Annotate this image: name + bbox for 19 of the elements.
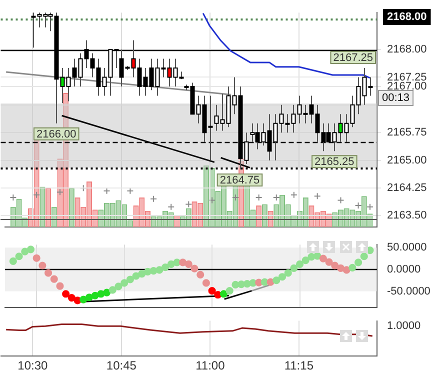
annotation: 2165.25: [314, 156, 354, 168]
x-tick-label: 10:30: [18, 358, 48, 373]
x-tick-label: 11:15: [284, 358, 314, 373]
y-tick-label: 2168.00: [387, 44, 427, 56]
annotation: 2166.00: [36, 128, 76, 140]
y-tick-label: 2167.00: [387, 80, 427, 92]
text: 00:13: [382, 92, 410, 104]
y-tick-label: 0.0000: [387, 263, 421, 276]
text: 1.0000: [387, 320, 421, 332]
y-tick-label: 2164.25: [387, 182, 427, 194]
y-tick-label: 2165.00: [387, 154, 427, 166]
y-tick-label: 50.0000: [387, 242, 427, 254]
x-tick-label: 10:45: [106, 358, 137, 373]
y-tick-label: -50.0000: [387, 285, 430, 298]
x-tick-label: 11:00: [196, 358, 226, 373]
y-tick-label: 2165.75: [387, 126, 427, 139]
y-tick-label: 2163.50: [387, 210, 427, 222]
annotation: 2167.25: [333, 52, 374, 64]
annotation: 2164.75: [220, 174, 260, 187]
